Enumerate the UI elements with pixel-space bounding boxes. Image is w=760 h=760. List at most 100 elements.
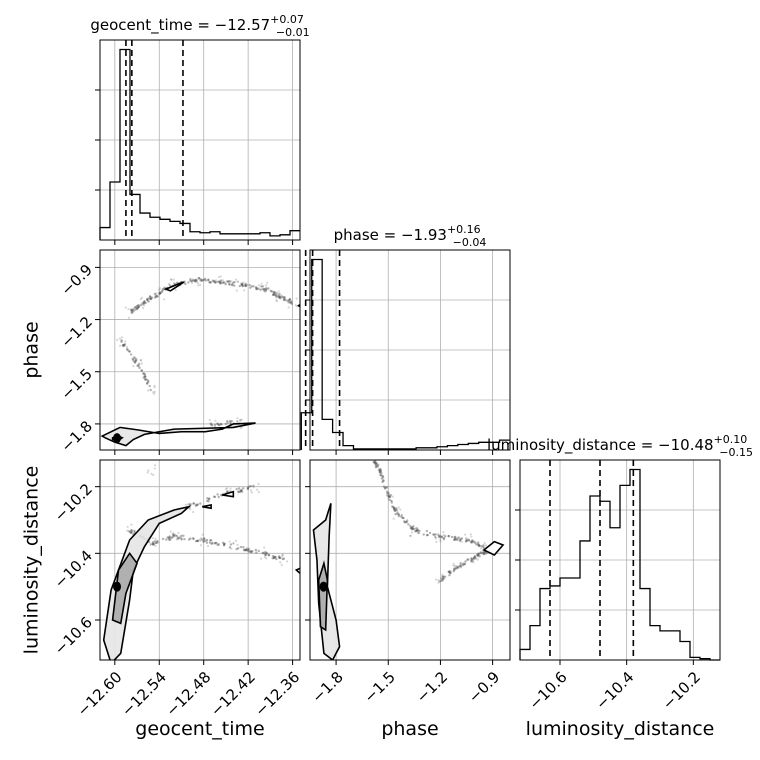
sample-point bbox=[137, 304, 140, 307]
sample-point bbox=[288, 300, 291, 304]
x-tick-label-group: −1.2 bbox=[413, 668, 451, 706]
sample-point bbox=[428, 531, 432, 535]
sample-point bbox=[282, 296, 285, 299]
sample-point bbox=[290, 301, 293, 304]
sample-point bbox=[267, 287, 270, 290]
sample-point bbox=[290, 300, 293, 303]
sample-point bbox=[470, 540, 473, 544]
sample-point bbox=[264, 289, 268, 292]
sample-point bbox=[478, 544, 481, 547]
x-tick-label: −12.42 bbox=[207, 668, 259, 720]
sample-point bbox=[217, 495, 220, 499]
sample-point bbox=[286, 560, 289, 563]
sample-point bbox=[288, 298, 292, 301]
sample-point bbox=[177, 531, 180, 535]
sample-point bbox=[135, 304, 139, 308]
sample-point bbox=[171, 534, 175, 537]
sample-point bbox=[379, 474, 382, 477]
sample-point bbox=[219, 282, 222, 285]
sample-point bbox=[378, 468, 382, 472]
sample-point bbox=[234, 278, 238, 281]
sample-point bbox=[199, 502, 202, 505]
sample-point bbox=[470, 560, 473, 564]
sample-point bbox=[168, 536, 171, 539]
sample-point bbox=[151, 543, 155, 546]
sample-point bbox=[389, 493, 392, 497]
sample-point bbox=[131, 309, 134, 312]
sample-point bbox=[434, 578, 438, 581]
sample-point bbox=[162, 287, 165, 291]
sample-point bbox=[387, 495, 390, 498]
sample-point bbox=[223, 542, 226, 545]
y-tick-label: −1.8 bbox=[58, 417, 96, 455]
x-tick-label: −12.48 bbox=[162, 668, 214, 720]
sample-point bbox=[381, 475, 385, 478]
sample-point bbox=[191, 278, 194, 281]
sample-point bbox=[130, 531, 133, 535]
sample-point bbox=[380, 477, 384, 480]
sample-point bbox=[277, 555, 281, 558]
x-tick-label-group: −10.2 bbox=[659, 668, 704, 713]
sample-point bbox=[172, 535, 176, 538]
sample-point bbox=[194, 280, 197, 283]
sample-point bbox=[230, 547, 233, 550]
sample-point bbox=[217, 423, 221, 427]
sample-point bbox=[147, 297, 151, 300]
sample-point bbox=[153, 296, 157, 299]
sample-point bbox=[287, 301, 290, 304]
sample-point bbox=[396, 513, 399, 516]
sample-point bbox=[262, 552, 265, 555]
sample-point bbox=[278, 295, 281, 298]
sample-point bbox=[149, 388, 152, 392]
sample-point bbox=[272, 293, 275, 297]
sample-point bbox=[447, 534, 450, 538]
sample-point bbox=[481, 545, 485, 548]
sample-point bbox=[381, 480, 384, 484]
sample-point bbox=[269, 289, 272, 293]
sample-point bbox=[263, 287, 266, 291]
sample-point bbox=[167, 536, 171, 540]
sample-point bbox=[163, 286, 166, 289]
sample-point bbox=[244, 282, 247, 286]
sample-point bbox=[394, 508, 398, 512]
sample-point bbox=[155, 295, 159, 298]
sample-point bbox=[273, 293, 276, 296]
sample-point bbox=[452, 538, 456, 542]
sample-point bbox=[177, 537, 180, 540]
sample-point bbox=[142, 376, 145, 379]
sample-point bbox=[440, 577, 443, 580]
sample-point bbox=[143, 301, 146, 304]
sample-point bbox=[288, 299, 291, 303]
sample-point bbox=[378, 469, 381, 473]
sample-point bbox=[470, 541, 473, 545]
sample-point bbox=[388, 498, 391, 502]
sample-point bbox=[202, 537, 206, 540]
sample-point bbox=[214, 541, 217, 545]
contour-level bbox=[111, 551, 138, 625]
sample-point bbox=[144, 301, 147, 305]
sample-point bbox=[205, 541, 209, 544]
sample-point bbox=[263, 546, 266, 549]
sample-point bbox=[465, 537, 468, 540]
sample-point bbox=[459, 565, 463, 568]
y-tick-label-group: −0.9 bbox=[58, 261, 96, 299]
sample-point bbox=[158, 291, 161, 295]
sample-point bbox=[217, 280, 221, 283]
x-tick-label: −1.5 bbox=[361, 668, 399, 706]
sample-point bbox=[449, 570, 452, 574]
sample-point bbox=[265, 551, 269, 555]
sample-point bbox=[391, 495, 394, 498]
sample-point bbox=[447, 570, 450, 574]
sample-point bbox=[119, 344, 122, 347]
sample-point bbox=[387, 495, 391, 498]
sample-point bbox=[167, 538, 171, 541]
sample-point bbox=[127, 529, 130, 532]
sample-point bbox=[377, 463, 380, 467]
sample-point bbox=[126, 529, 129, 532]
sample-point bbox=[434, 533, 437, 536]
sample-point bbox=[242, 545, 245, 549]
sample-point bbox=[171, 532, 174, 535]
sample-point bbox=[156, 295, 159, 298]
sample-point bbox=[131, 357, 134, 360]
histogram-geocent_time bbox=[99, 48, 300, 240]
